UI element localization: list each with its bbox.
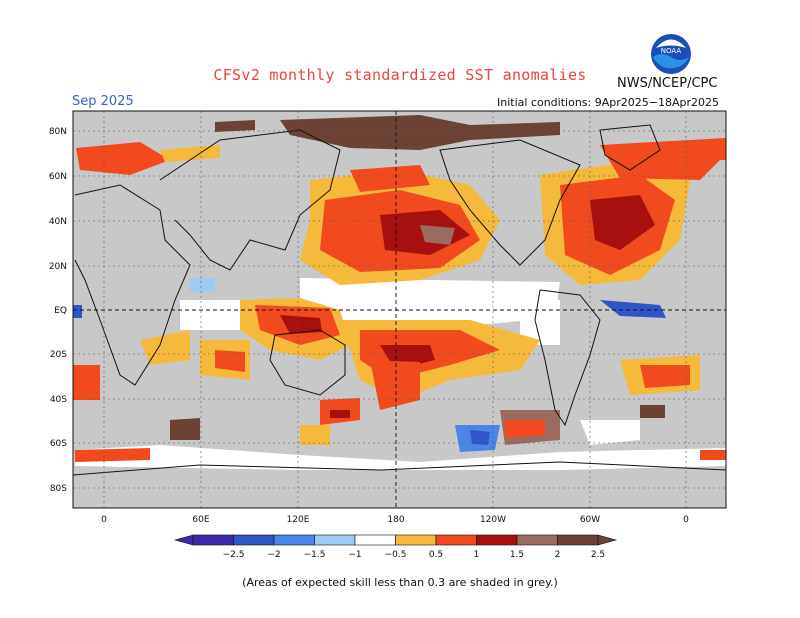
lat-label: 40N	[49, 217, 67, 227]
noaa-logo-text: NOAA	[661, 47, 682, 55]
colorbar-arrow-right	[597, 534, 618, 546]
skill-caption: (Areas of expected skill less than 0.3 a…	[242, 576, 558, 589]
lon-label: 180	[387, 515, 404, 525]
lat-label: 40S	[50, 395, 67, 405]
graticule	[73, 111, 726, 508]
colorbar-tick-label: 1.5	[510, 550, 524, 560]
forecast-month: Sep 2025	[72, 94, 134, 109]
colorbar-tick-label: −0.5	[385, 550, 407, 560]
lon-label: 60E	[192, 515, 209, 525]
arctic-brown	[280, 115, 560, 150]
continent-outlines	[73, 124, 726, 476]
lon-label: 0	[683, 515, 689, 525]
colorbar: −2.5 −2 −1.5 −1 −0.5 0.5 1 1.5 2 2.5	[173, 534, 618, 560]
lat-label: EQ	[54, 306, 67, 316]
lat-label: 80S	[50, 484, 67, 494]
noaa-logo: NOAA	[651, 34, 691, 74]
eq-pacific-white	[300, 278, 560, 330]
colorbar-segment	[395, 534, 437, 546]
agency-label: NWS/NCEP/CPC	[617, 76, 718, 91]
colorbar-tick-label: 0.5	[429, 550, 443, 560]
colorbar-segment	[476, 534, 518, 546]
colorbar-segment	[314, 534, 356, 546]
colorbar-segment	[435, 534, 477, 546]
colorbar-tick-label: 1	[474, 550, 480, 560]
lon-label: 120E	[287, 515, 310, 525]
colorbar-tick-label: −1.5	[304, 550, 326, 560]
colorbar-segment	[354, 534, 396, 546]
colorbar-tick-label: −2	[267, 550, 280, 560]
map-frame	[72, 110, 727, 509]
colorbar-tick-label: −1	[348, 550, 361, 560]
colorbar-segment	[233, 534, 275, 546]
initial-conditions: Initial conditions: 9Apr2025−18Apr2025	[497, 96, 719, 109]
chart-title: CFSv2 monthly standardized SST anomalies	[213, 66, 587, 84]
colorbar-segment	[557, 534, 599, 546]
lat-label: 60S	[50, 439, 67, 449]
lon-label: 60W	[580, 515, 600, 525]
colorbar-segment	[192, 534, 234, 546]
colorbar-tick-label: −2.5	[223, 550, 245, 560]
lon-label: 0	[101, 515, 107, 525]
colorbar-tick-label: 2.5	[591, 550, 605, 560]
lon-label: 120W	[480, 515, 506, 525]
colorbar-tick-label: 2	[555, 550, 561, 560]
lon-axis: 0 60E 120E 180 120W 60W 0	[101, 515, 689, 525]
colorbar-segment	[516, 534, 558, 546]
lat-label: 60N	[49, 172, 67, 182]
lat-axis: 80N 60N 40N 20N EQ 20S 40S 60S 80S	[49, 127, 67, 494]
lat-label: 20N	[49, 262, 67, 272]
guinea-blue	[600, 300, 666, 318]
colorbar-segment	[273, 534, 315, 546]
lat-label: 80N	[49, 127, 67, 137]
colorbar-arrow-left	[173, 534, 194, 546]
lat-label: 20S	[50, 350, 67, 360]
